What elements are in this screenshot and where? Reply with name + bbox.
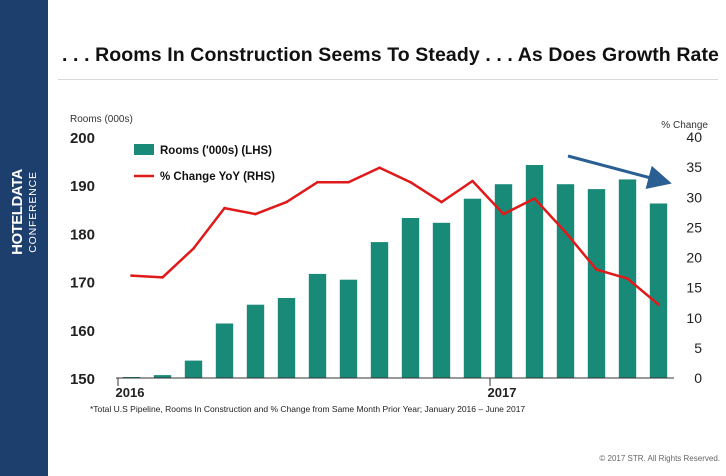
legend-line-label: % Change YoY (RHS): [160, 171, 275, 183]
right-tick-20: 20: [686, 250, 702, 266]
right-axis-label: % Change: [661, 120, 708, 131]
left-tick-180: 180: [70, 226, 95, 243]
pct-point-1: [161, 276, 164, 279]
left-tick-160: 160: [70, 323, 95, 340]
bar-3: [215, 323, 234, 378]
legend-bar-swatch: [134, 144, 154, 155]
bar-8: [370, 242, 389, 378]
footnote: *Total U.S Pipeline, Rooms In Constructi…: [90, 404, 525, 414]
bar-9: [401, 218, 420, 378]
pct-point-11: [471, 179, 474, 183]
pct-point-2: [192, 247, 195, 250]
bar-2: [184, 360, 203, 378]
right-tick-30: 30: [686, 189, 702, 205]
pct-point-4: [254, 212, 257, 216]
pct-point-15: [595, 268, 598, 271]
title-divider: [58, 79, 718, 80]
right-tick-40: 40: [686, 129, 702, 145]
brand-line2: CONFERENCE: [27, 171, 39, 253]
bar-6: [308, 273, 327, 378]
left-tick-150: 150: [70, 371, 95, 388]
x-tick-2016: 2016: [116, 385, 145, 400]
pct-point-8: [378, 166, 381, 169]
pct-point-10: [440, 200, 443, 204]
x-tick-2017: 2017: [488, 385, 517, 400]
hotel-data-conference-logo: HOTELDATA CONFERENCE: [4, 142, 44, 282]
bar-7: [339, 279, 358, 378]
bar-13: [525, 165, 544, 378]
pct-point-7: [347, 180, 350, 184]
legend-bar-label: Rooms ('000s) (LHS): [160, 145, 272, 157]
pct-point-9: [409, 180, 412, 184]
pct-point-16: [626, 277, 629, 280]
right-tick-0: 0: [694, 370, 702, 386]
trend-arrow-line: [567, 154, 672, 189]
chart-axes: [116, 377, 674, 386]
bar-14: [556, 184, 575, 378]
bar-17: [649, 203, 668, 378]
tick-labels: 150 160 170 180 190 200 0 5 10 15 20 25 30 35 40 2016 20…: [70, 129, 702, 400]
right-tick-5: 5: [694, 340, 702, 356]
right-tick-25: 25: [686, 219, 702, 235]
chart-legend: Rooms ('000s) (LHS) % Change YoY (RHS): [134, 144, 275, 183]
left-tick-170: 170: [70, 275, 95, 292]
copyright: © 2017 STR. All Rights Reserved.: [599, 454, 720, 463]
pct-change-points: [130, 166, 660, 306]
pct-point-0: [130, 274, 133, 277]
pct-point-13: [533, 197, 536, 200]
pct-point-14: [564, 230, 567, 234]
rooms-construction-chart: 150 160 170 180 190 200 0 5 10 15 20 25 30 35 40 2016 20…: [70, 114, 708, 414]
right-tick-35: 35: [686, 159, 702, 175]
bar-11: [463, 198, 482, 378]
bar-4: [246, 304, 265, 378]
brand-line1: HOTELDATA: [9, 168, 26, 254]
bar-series: [122, 165, 668, 378]
bar-10: [432, 222, 451, 378]
trend-arrow: [567, 154, 672, 189]
bar-12: [494, 184, 513, 378]
pct-point-12: [502, 212, 505, 216]
bar-1: [153, 375, 172, 378]
pct-change-line: [131, 166, 660, 306]
sidebar: HOTELDATA CONFERENCE: [0, 0, 48, 476]
bar-15: [587, 189, 606, 378]
pct-point-5: [285, 200, 288, 204]
right-tick-10: 10: [686, 310, 702, 326]
pct-point-17: [657, 303, 660, 306]
left-tick-200: 200: [70, 130, 95, 147]
left-tick-190: 190: [70, 178, 95, 195]
pct-point-3: [223, 206, 226, 210]
bar-5: [277, 298, 296, 378]
pct-point-6: [316, 180, 319, 184]
page-title: . . . Rooms In Construction Seems To Ste…: [62, 44, 720, 66]
right-tick-15: 15: [686, 280, 702, 296]
left-axis-label: Rooms (000s): [70, 114, 133, 125]
